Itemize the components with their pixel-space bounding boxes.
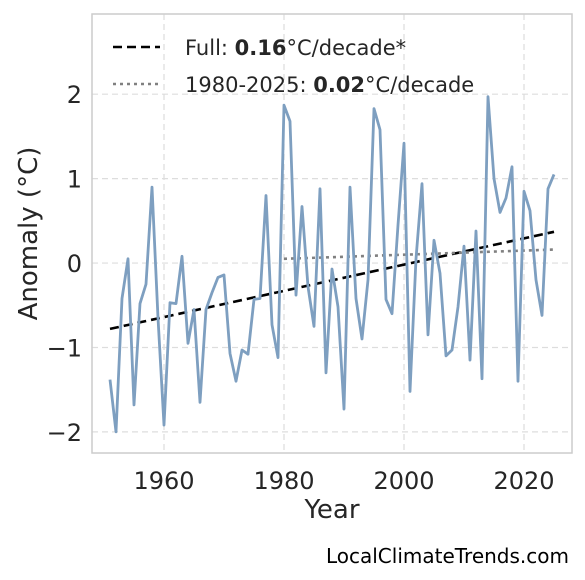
y-tick-label: 2 [67, 81, 82, 109]
y-tick-label: 0 [67, 250, 82, 278]
credit-text: LocalClimateTrends.com [325, 544, 569, 568]
x-tick-label: 2020 [493, 467, 554, 495]
legend-label-1: 1980-2025: 0.02°C/decade [185, 73, 474, 97]
legend-label-0: Full: 0.16°C/decade* [185, 36, 406, 60]
x-tick-label: 1980 [253, 467, 314, 495]
x-tick-label: 1960 [133, 467, 194, 495]
legend: Full: 0.16°C/decade* 1980-2025: 0.02°C/de… [113, 36, 474, 97]
axis-ticks: 1960 1980 2000 2020 −2 −1 0 1 2 [47, 81, 555, 495]
y-tick-label: −1 [47, 334, 82, 362]
series-line-0 [108, 95, 556, 434]
x-tick-label: 2000 [373, 467, 434, 495]
grid-lines [92, 14, 572, 453]
y-tick-label: 1 [67, 166, 82, 194]
y-axis-label: Anomaly (°C) [14, 147, 44, 321]
recent-trend-line [283, 248, 555, 261]
temperature-series [108, 95, 556, 434]
y-tick-label: −2 [47, 419, 82, 447]
plot-frame [91, 13, 573, 454]
x-axis-label: Year [303, 495, 359, 525]
